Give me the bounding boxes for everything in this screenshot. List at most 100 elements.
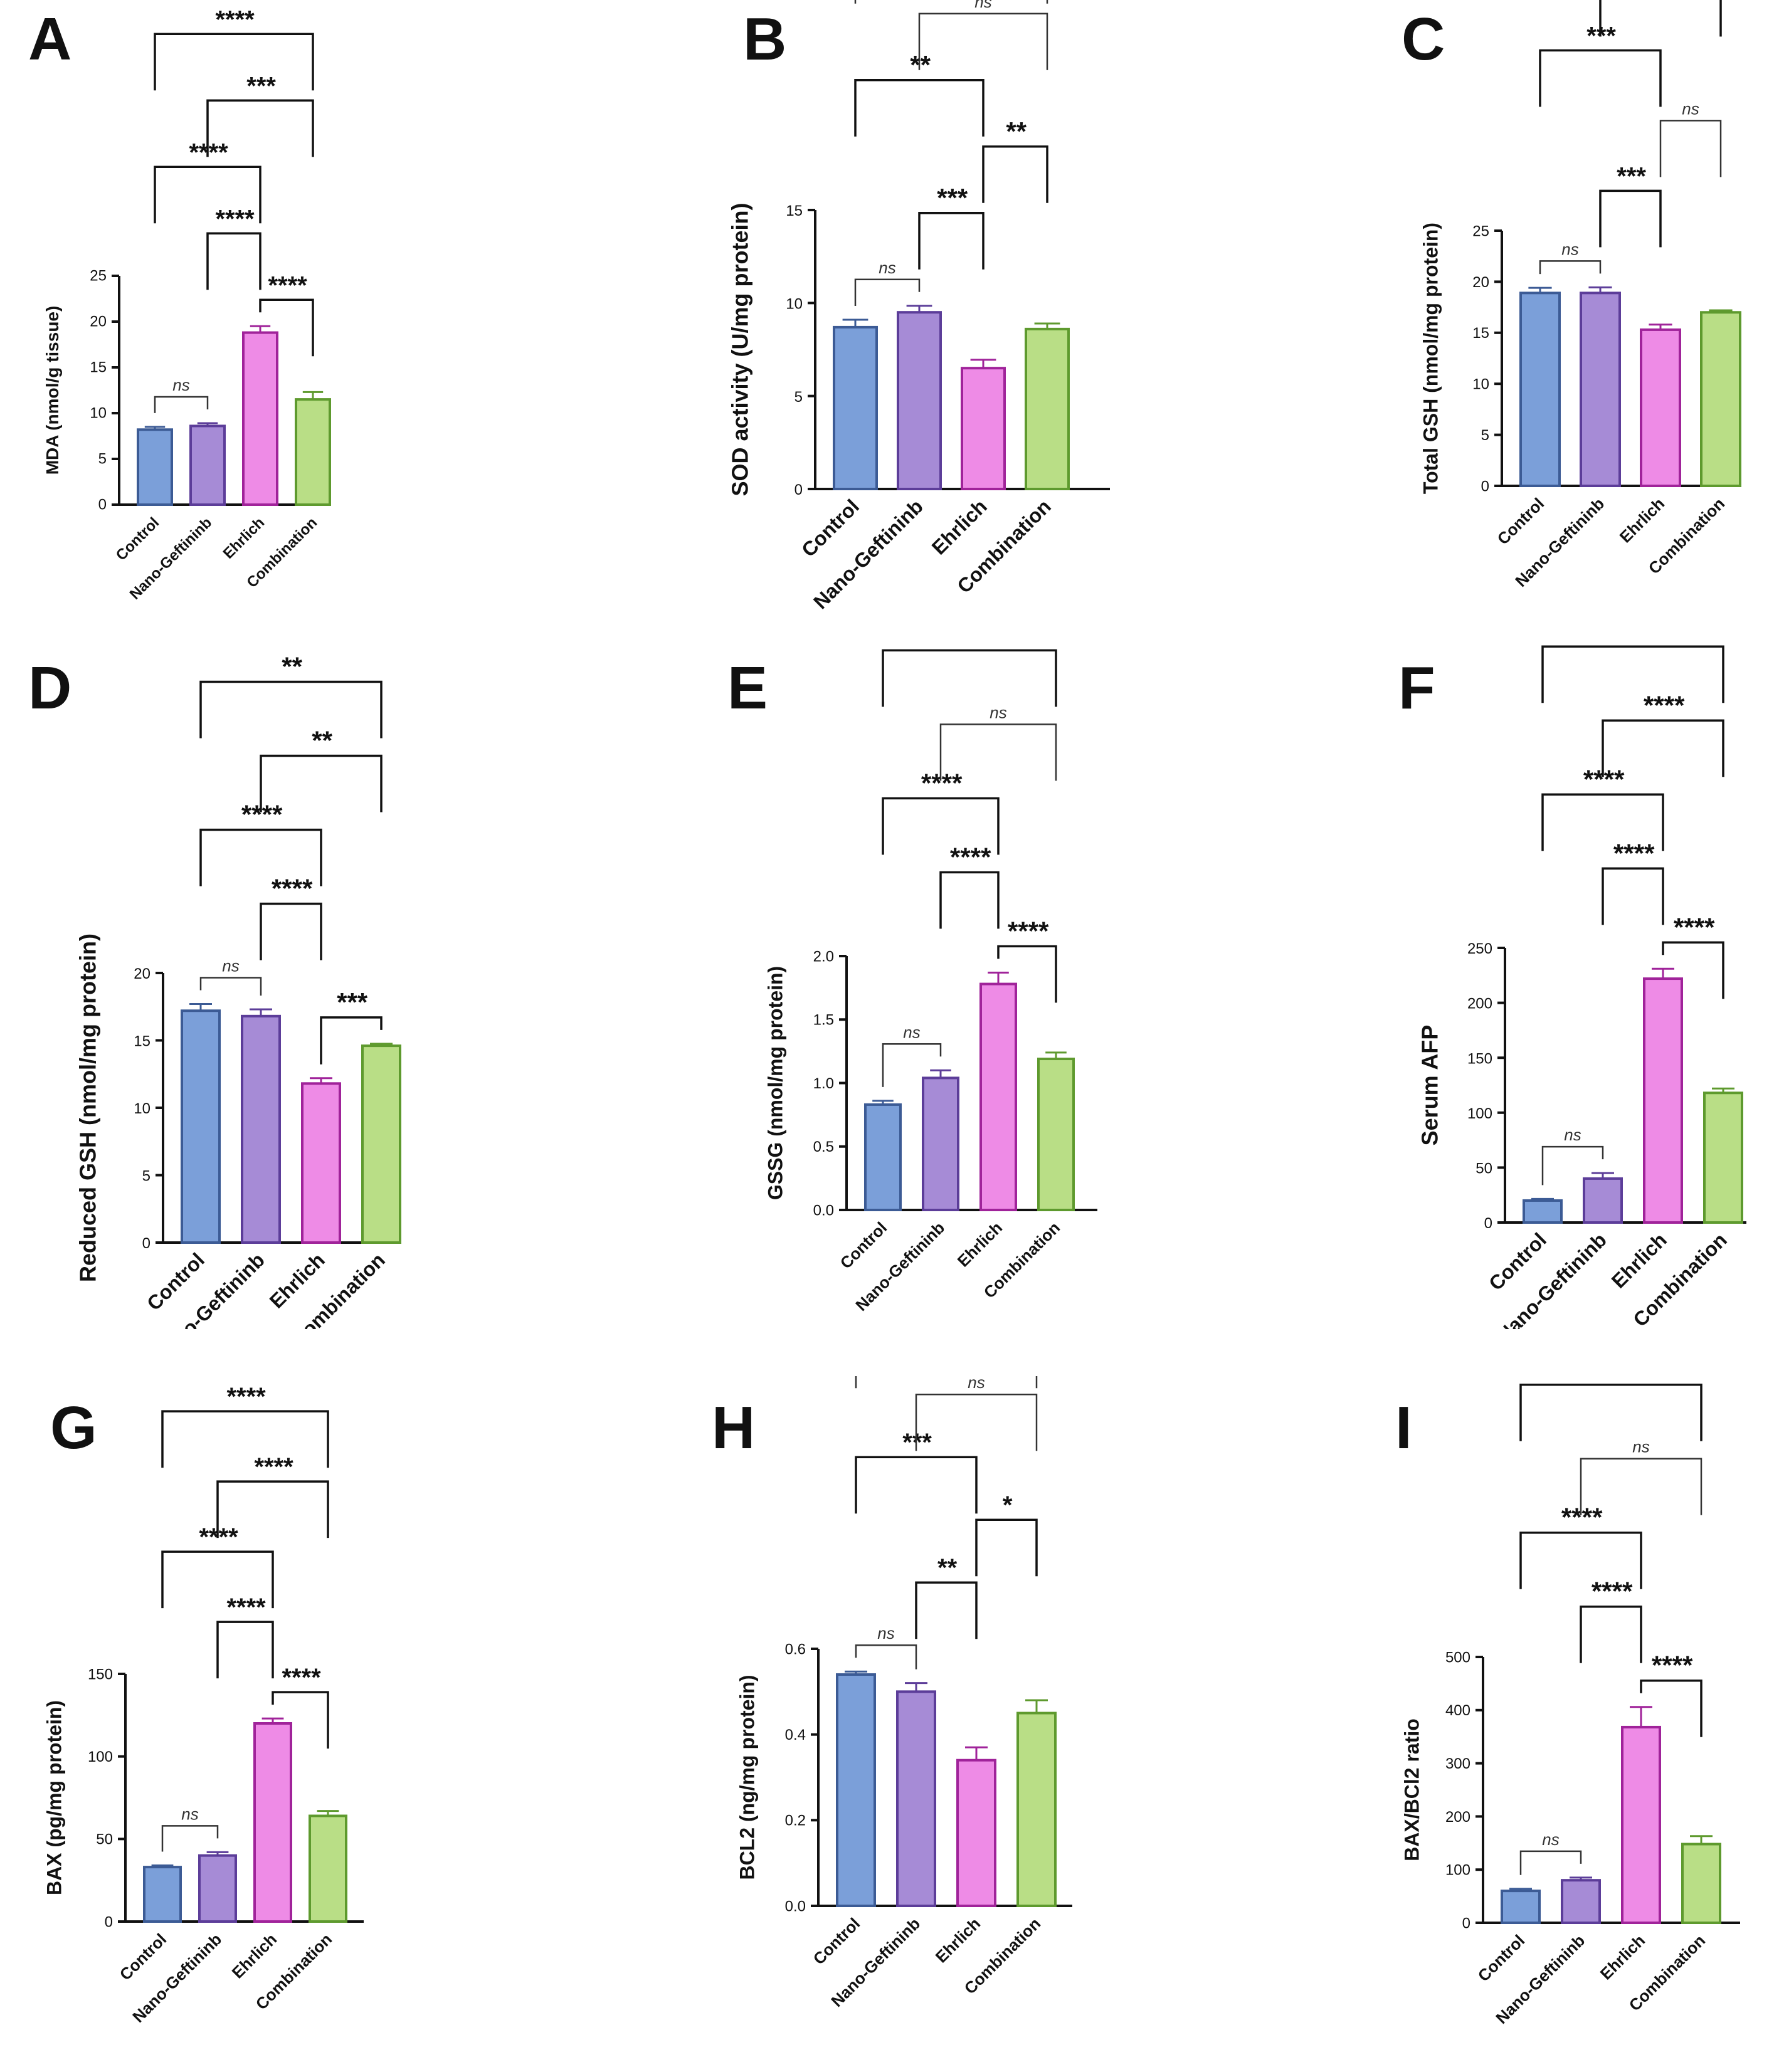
significance-bracket [1640, 1679, 1702, 1737]
x-tick-label: Nano-Geftininb [809, 495, 927, 613]
panel-b: B 0 5 10 15 SOD activity (U/mg protein) Contro… [684, 0, 1276, 690]
significance-label: **** [1612, 639, 1654, 646]
y-tick-label: 100 [1445, 1862, 1470, 1879]
significance-label: **** [226, 1594, 267, 1621]
significance-bracket [915, 1393, 1038, 1451]
significance-label: ns [172, 376, 189, 394]
error-bar [1034, 322, 1060, 329]
significance-bracket [975, 1518, 1038, 1577]
significance-label: **** [270, 873, 312, 903]
bar-ehrlich [301, 1082, 341, 1244]
y-tick-label: 10 [134, 1100, 150, 1117]
panel-label: A [28, 6, 71, 73]
y-tick-label: 5 [794, 389, 803, 406]
error-bar [1709, 309, 1733, 313]
y-axis-label: SOD activity (U/mg protein) [727, 202, 752, 496]
significance-bracket [154, 33, 314, 91]
y-tick-label: 100 [88, 1749, 113, 1765]
y-axis-label: BAX/BCl2 ratio [1401, 1718, 1423, 1861]
panel-label: H [712, 1394, 755, 1461]
y-tick-label: 150 [1467, 1050, 1492, 1067]
y-tick-label: 25 [90, 268, 107, 285]
significance-label: ns [968, 1376, 985, 1392]
significance-label: ns [1682, 99, 1699, 118]
error-bar [905, 1682, 927, 1692]
panel-h: H 0.0 0.2 0.4 0.6 BCL2 (ng/mg protein) Control… [684, 1310, 1276, 2066]
bar-control [864, 1103, 902, 1211]
y-tick-label: 10 [90, 405, 107, 422]
significance-label: **** [1642, 690, 1684, 720]
significance-bracket [320, 1016, 383, 1065]
panel-label: D [28, 655, 71, 722]
bar-ehrlich [979, 982, 1017, 1211]
significance-bracket [1662, 941, 1724, 999]
significance-bracket [855, 1644, 917, 1670]
bar-combination [1700, 311, 1741, 487]
significance-bracket [1539, 49, 1662, 107]
y-tick-label: 100 [1467, 1105, 1492, 1122]
bar-ehrlich [956, 1759, 996, 1908]
y-tick-label: 0.5 [813, 1139, 834, 1155]
panel-d: D 0 5 10 15 20 Reduced GSH (nmol/mg protein) Co… [0, 639, 593, 1367]
significance-label: ns [181, 1804, 198, 1823]
chart-svg: H 0.0 0.2 0.4 0.6 BCL2 (ng/mg protein) Control… [712, 1310, 1072, 2011]
error-bar [1509, 1888, 1532, 1891]
error-bar [250, 325, 271, 333]
y-tick-label: 200 [1445, 1809, 1470, 1826]
error-bar [1531, 1197, 1554, 1201]
y-tick-label: 250 [1467, 940, 1492, 957]
y-tick-label: 0.0 [813, 1202, 834, 1219]
significance-label: ns [903, 1023, 920, 1041]
significance-bracket [882, 1043, 942, 1087]
significance-bracket [915, 1581, 978, 1639]
x-tick-label: Control [837, 1218, 891, 1273]
error-bar [970, 359, 996, 369]
significance-label: ns [974, 0, 991, 11]
y-axis-label: Total GSH (nmol/mg protein) [1420, 223, 1442, 494]
y-axis-label: BCL2 (ng/mg protein) [736, 1675, 759, 1880]
y-tick-label: 0.0 [785, 1898, 806, 1915]
bar-ehrlich [253, 1722, 292, 1923]
y-tick-label: 20 [134, 965, 150, 982]
significance-bracket [272, 1691, 329, 1749]
y-axis-label: GSSG (nmol/mg protein) [764, 966, 787, 1200]
significance-bracket [855, 1456, 978, 1514]
y-tick-label: 150 [88, 1666, 113, 1683]
significance-bracket [939, 723, 1057, 781]
error-bar [1649, 323, 1672, 330]
significance-bracket [1519, 1383, 1702, 1441]
error-bar [1592, 1172, 1614, 1179]
error-bar [988, 971, 1009, 984]
bar-nano-geftininb [1580, 292, 1621, 487]
y-tick-label: 5 [98, 451, 107, 468]
error-bar [310, 1077, 332, 1084]
x-tick-label: Ehrlich [927, 495, 991, 559]
y-tick-label: 15 [90, 359, 107, 376]
significance-label: **** [1672, 912, 1714, 942]
significance-label: **** [949, 842, 991, 871]
y-tick-label: 500 [1445, 1649, 1470, 1666]
significance-label: ns [222, 956, 239, 975]
error-bar [151, 1864, 174, 1868]
chart-svg: E 0.0 0.5 1.0 1.5 2.0 GSSG (nmol/mg protein) Co… [727, 620, 1097, 1315]
y-axis-label: BAX (pg/mg protein) [43, 1700, 66, 1895]
bar-nano-geftininb [1561, 1879, 1601, 1924]
error-bar [261, 1717, 284, 1723]
significance-bracket [1519, 1531, 1642, 1589]
y-axis-label: Serum AFP [1417, 1025, 1442, 1146]
significance-label: **** [1650, 1651, 1692, 1680]
significance-bracket [154, 396, 209, 413]
error-bar [197, 422, 218, 426]
significance-label: **** [253, 1453, 294, 1481]
y-tick-label: 0 [105, 1913, 113, 1930]
significance-bracket [1602, 867, 1664, 925]
significance-label: *** [936, 183, 968, 213]
significance-label: **** [214, 6, 255, 33]
significance-bracket [260, 902, 322, 960]
significance-bracket [918, 13, 1048, 70]
significance-bracket [206, 232, 261, 290]
significance-bracket [882, 797, 1000, 855]
x-tick-label: Control [1474, 1931, 1529, 1985]
